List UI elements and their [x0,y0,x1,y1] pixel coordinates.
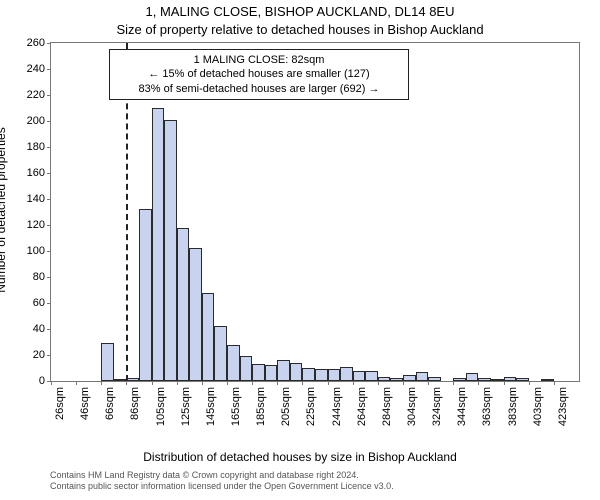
histogram-bar [114,379,127,381]
histogram-bar [416,372,429,381]
x-tick-label: 264sqm [356,387,368,426]
histogram-bar [340,367,353,381]
histogram-bar [403,375,416,382]
y-tick-label: 120 [27,219,45,231]
histogram-bar [302,368,315,381]
y-tick-label: 220 [27,89,45,101]
histogram-bar [491,379,504,381]
plot-area: 1 MALING CLOSE: 82sqm ← 15% of detached … [50,42,580,382]
x-tick-label: 403sqm [532,387,544,426]
histogram-bar [353,371,366,381]
x-tick-label: 205sqm [280,387,292,426]
footer-line-2: Contains public sector information licen… [50,481,580,492]
y-tick-label: 0 [39,375,45,387]
histogram-bar [252,364,265,381]
histogram-bar [453,378,466,381]
annotation-line-1: 1 MALING CLOSE: 82sqm [118,53,400,67]
annotation-line-3: 83% of semi-detached houses are larger (… [118,82,400,96]
histogram-bar [541,379,554,381]
y-tick-label: 40 [33,323,45,335]
histogram-bar [315,369,328,381]
histogram-bar [365,371,378,381]
x-tick-label: 225sqm [305,387,317,426]
histogram-bar [428,377,441,381]
y-tick-label: 140 [27,193,45,205]
histogram-bar [214,326,227,381]
histogram-bar [240,356,253,381]
annotation-line-2: ← 15% of detached houses are smaller (12… [118,67,400,81]
x-tick-label: 145sqm [205,387,217,426]
y-tick-label: 20 [33,349,45,361]
x-tick-label: 363sqm [481,387,493,426]
footer-line-1: Contains HM Land Registry data © Crown c… [50,470,580,481]
x-tick-label: 86sqm [129,387,141,420]
histogram-bar [378,377,391,381]
histogram-bar [139,209,152,381]
histogram-bar [152,108,165,381]
y-tick-label: 160 [27,167,45,179]
x-tick-label: 383sqm [507,387,519,426]
histogram-bar [227,345,240,381]
annotation-box: 1 MALING CLOSE: 82sqm ← 15% of detached … [109,49,409,100]
chart-subtitle: Size of property relative to detached ho… [0,22,600,37]
x-tick-label: 244sqm [331,387,343,426]
x-tick-label: 46sqm [79,387,91,420]
x-tick-label: 125sqm [180,387,192,426]
histogram-bar [164,120,177,381]
histogram-bar [516,378,529,381]
histogram-bar [177,228,190,381]
property-size-histogram: 1, MALING CLOSE, BISHOP AUCKLAND, DL14 8… [0,0,600,500]
x-tick-label: 185sqm [255,387,267,426]
x-tick-label: 26sqm [54,387,66,420]
y-tick-label: 100 [27,245,45,257]
histogram-bar [504,377,517,381]
histogram-bar [202,293,215,381]
x-tick-label: 105sqm [155,387,167,426]
x-tick-label: 324sqm [431,387,443,426]
y-axis-label: Number of detached properties [0,45,8,210]
histogram-bar [265,365,278,381]
footer-attribution: Contains HM Land Registry data © Crown c… [50,470,580,492]
y-tick-label: 80 [33,271,45,283]
y-tick-label: 60 [33,297,45,309]
x-tick-label: 304sqm [406,387,418,426]
x-tick-label: 284sqm [381,387,393,426]
y-tick-label: 240 [27,63,45,75]
y-tick-label: 260 [27,37,45,49]
x-tick-label: 165sqm [230,387,242,426]
x-axis-label: Distribution of detached houses by size … [0,450,600,464]
histogram-bar [466,373,479,381]
x-tick-label: 344sqm [456,387,468,426]
y-tick-label: 180 [27,141,45,153]
histogram-bar [390,378,403,381]
histogram-bar [277,360,290,381]
x-tick-label: 66sqm [104,387,116,420]
histogram-bar [189,248,202,381]
y-tick-label: 200 [27,115,45,127]
histogram-bar [328,369,341,381]
x-tick-label: 423sqm [557,387,569,426]
histogram-bar [290,363,303,381]
chart-title-address: 1, MALING CLOSE, BISHOP AUCKLAND, DL14 8… [0,4,600,19]
histogram-bar [478,378,491,381]
histogram-bar [101,343,114,381]
